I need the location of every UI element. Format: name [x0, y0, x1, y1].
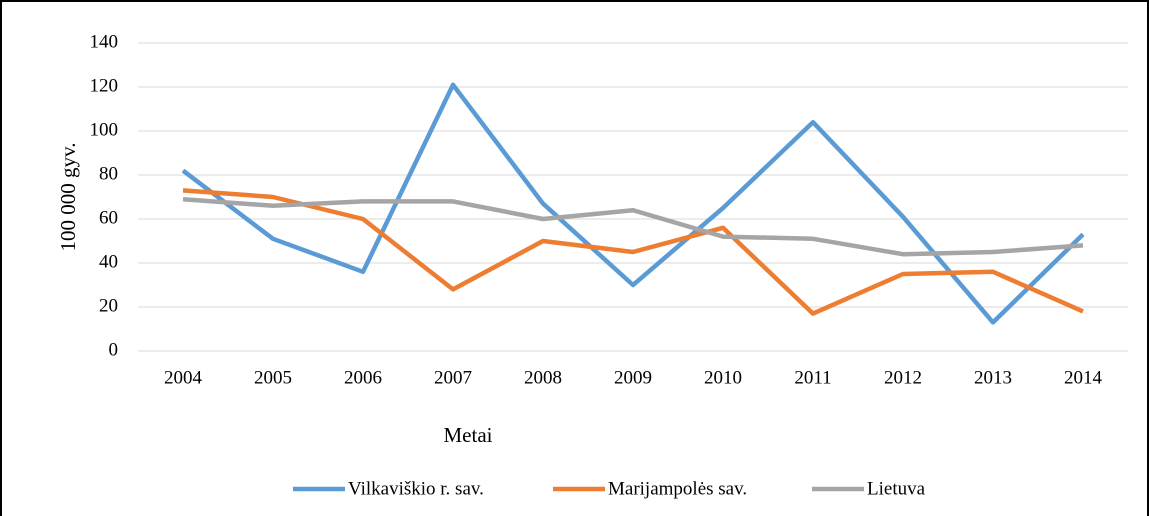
x-tick-label: 2009	[614, 367, 652, 388]
x-tick-label: 2011	[794, 367, 831, 388]
x-tick-label: 2004	[164, 367, 203, 388]
x-tick-label: 2005	[254, 367, 292, 388]
y-tick-label: 60	[99, 207, 118, 228]
legend-label: Vilkaviškio r. sav.	[348, 478, 484, 499]
y-tick-label: 140	[90, 31, 119, 52]
y-tick-label: 40	[99, 251, 118, 272]
x-axis-label: Metai	[444, 423, 493, 447]
x-tick-label: 2007	[434, 367, 472, 388]
y-tick-label: 80	[99, 163, 118, 184]
x-tick-label: 2006	[344, 367, 382, 388]
x-tick-label: 2013	[974, 367, 1012, 388]
y-axis-label: 100 000 gyv.	[56, 143, 80, 252]
x-tick-label: 2010	[704, 367, 742, 388]
y-tick-label: 20	[99, 295, 118, 316]
x-tick-label: 2014	[1064, 367, 1103, 388]
x-tick-label: 2008	[524, 367, 562, 388]
y-tick-label: 100	[90, 119, 119, 140]
legend-label: Marijampolės sav.	[608, 478, 747, 499]
x-tick-label: 2012	[884, 367, 922, 388]
legend-label: Lietuva	[867, 478, 926, 499]
y-tick-label: 120	[90, 75, 119, 96]
data-line	[182, 196, 1084, 257]
y-tick-label: 0	[109, 339, 119, 360]
data-line	[182, 188, 1084, 316]
